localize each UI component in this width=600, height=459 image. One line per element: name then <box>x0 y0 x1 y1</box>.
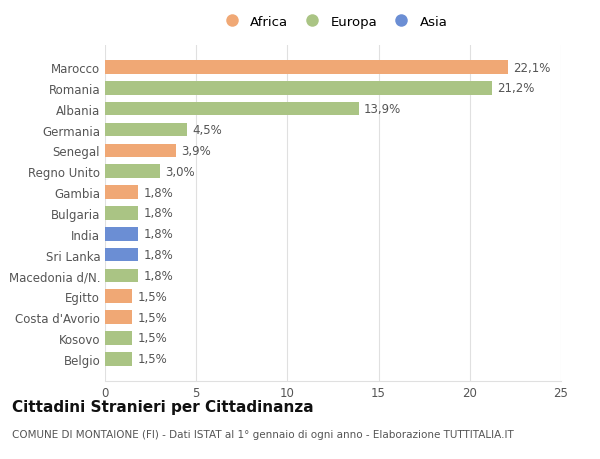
Bar <box>105 61 508 75</box>
Bar <box>105 331 133 345</box>
Text: 4,5%: 4,5% <box>193 124 223 137</box>
Text: 3,0%: 3,0% <box>165 165 195 179</box>
Bar <box>105 228 138 241</box>
Text: 1,8%: 1,8% <box>143 228 173 241</box>
Bar <box>105 352 133 366</box>
Text: 1,5%: 1,5% <box>138 311 167 324</box>
Bar <box>105 269 138 283</box>
Bar <box>105 165 160 179</box>
Text: 1,5%: 1,5% <box>138 290 167 303</box>
Text: 22,1%: 22,1% <box>514 62 551 74</box>
Text: 1,5%: 1,5% <box>138 353 167 365</box>
Bar <box>105 82 491 95</box>
Text: 1,8%: 1,8% <box>143 207 173 220</box>
Legend: Africa, Europa, Asia: Africa, Europa, Asia <box>215 12 451 33</box>
Bar <box>105 144 176 158</box>
Text: 1,8%: 1,8% <box>143 186 173 199</box>
Bar <box>105 311 133 324</box>
Bar <box>105 207 138 220</box>
Bar <box>105 186 138 199</box>
Text: 1,8%: 1,8% <box>143 248 173 262</box>
Bar <box>105 290 133 303</box>
Text: 1,5%: 1,5% <box>138 332 167 345</box>
Bar <box>105 103 359 116</box>
Bar <box>105 248 138 262</box>
Bar <box>105 123 187 137</box>
Text: Cittadini Stranieri per Cittadinanza: Cittadini Stranieri per Cittadinanza <box>12 399 314 414</box>
Text: COMUNE DI MONTAIONE (FI) - Dati ISTAT al 1° gennaio di ogni anno - Elaborazione : COMUNE DI MONTAIONE (FI) - Dati ISTAT al… <box>12 429 514 439</box>
Text: 13,9%: 13,9% <box>364 103 401 116</box>
Text: 21,2%: 21,2% <box>497 82 535 95</box>
Text: 3,9%: 3,9% <box>182 145 211 157</box>
Text: 1,8%: 1,8% <box>143 269 173 282</box>
